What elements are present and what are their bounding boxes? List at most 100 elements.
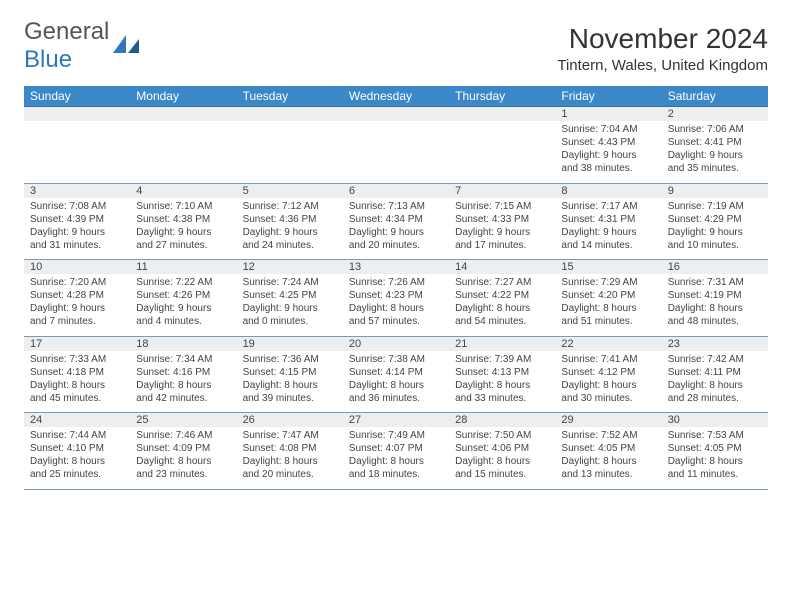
- day-number-cell: 14: [449, 260, 555, 275]
- logo-sail-icon: [113, 33, 139, 53]
- day-number-cell: 27: [343, 413, 449, 428]
- day-detail-cell: Sunrise: 7:53 AMSunset: 4:05 PMDaylight:…: [662, 427, 768, 489]
- month-title: November 2024: [557, 23, 768, 55]
- day-number-cell: 1: [555, 107, 661, 122]
- day-number-cell: 22: [555, 336, 661, 351]
- day-detail-cell: Sunrise: 7:13 AMSunset: 4:34 PMDaylight:…: [343, 198, 449, 260]
- detail-row: Sunrise: 7:04 AMSunset: 4:43 PMDaylight:…: [24, 121, 768, 183]
- day-detail-cell: [449, 121, 555, 183]
- day-detail-cell: Sunrise: 7:19 AMSunset: 4:29 PMDaylight:…: [662, 198, 768, 260]
- day-number-cell: 21: [449, 336, 555, 351]
- day-number-cell: 17: [24, 336, 130, 351]
- day-number-cell: 10: [24, 260, 130, 275]
- day-number-cell: 13: [343, 260, 449, 275]
- day-number-cell: 26: [237, 413, 343, 428]
- day-number-cell: 20: [343, 336, 449, 351]
- day-detail-cell: Sunrise: 7:24 AMSunset: 4:25 PMDaylight:…: [237, 274, 343, 336]
- day-detail-cell: Sunrise: 7:15 AMSunset: 4:33 PMDaylight:…: [449, 198, 555, 260]
- day-number-cell: 28: [449, 413, 555, 428]
- day-number-cell: 11: [130, 260, 236, 275]
- detail-row: Sunrise: 7:20 AMSunset: 4:28 PMDaylight:…: [24, 274, 768, 336]
- day-detail-cell: Sunrise: 7:39 AMSunset: 4:13 PMDaylight:…: [449, 351, 555, 413]
- day-detail-cell: Sunrise: 7:36 AMSunset: 4:15 PMDaylight:…: [237, 351, 343, 413]
- day-number-cell: 25: [130, 413, 236, 428]
- day-detail-cell: Sunrise: 7:49 AMSunset: 4:07 PMDaylight:…: [343, 427, 449, 489]
- day-detail-cell: Sunrise: 7:17 AMSunset: 4:31 PMDaylight:…: [555, 198, 661, 260]
- title-block: November 2024 Tintern, Wales, United Kin…: [557, 23, 768, 74]
- logo-text-1: General: [24, 18, 109, 45]
- detail-row: Sunrise: 7:33 AMSunset: 4:18 PMDaylight:…: [24, 351, 768, 413]
- day-header-wednesday: Wednesday: [343, 86, 449, 107]
- day-header-thursday: Thursday: [449, 86, 555, 107]
- day-number-cell: 15: [555, 260, 661, 275]
- header: General Blue November 2024 Tintern, Wale…: [24, 18, 768, 74]
- detail-row: Sunrise: 7:08 AMSunset: 4:39 PMDaylight:…: [24, 198, 768, 260]
- day-number-cell: 30: [662, 413, 768, 428]
- daynum-row: 3456789: [24, 183, 768, 198]
- day-number-cell: 7: [449, 183, 555, 198]
- day-detail-cell: Sunrise: 7:34 AMSunset: 4:16 PMDaylight:…: [130, 351, 236, 413]
- day-number-cell: 23: [662, 336, 768, 351]
- day-detail-cell: Sunrise: 7:26 AMSunset: 4:23 PMDaylight:…: [343, 274, 449, 336]
- day-detail-cell: Sunrise: 7:20 AMSunset: 4:28 PMDaylight:…: [24, 274, 130, 336]
- day-detail-cell: Sunrise: 7:08 AMSunset: 4:39 PMDaylight:…: [24, 198, 130, 260]
- calendar-table: SundayMondayTuesdayWednesdayThursdayFrid…: [24, 86, 768, 490]
- day-detail-cell: [343, 121, 449, 183]
- day-detail-cell: Sunrise: 7:04 AMSunset: 4:43 PMDaylight:…: [555, 121, 661, 183]
- day-detail-cell: [237, 121, 343, 183]
- day-header-tuesday: Tuesday: [237, 86, 343, 107]
- day-detail-cell: Sunrise: 7:47 AMSunset: 4:08 PMDaylight:…: [237, 427, 343, 489]
- day-number-cell: 9: [662, 183, 768, 198]
- day-detail-cell: Sunrise: 7:12 AMSunset: 4:36 PMDaylight:…: [237, 198, 343, 260]
- calendar-body: 12Sunrise: 7:04 AMSunset: 4:43 PMDayligh…: [24, 107, 768, 490]
- logo-text: General Blue: [24, 18, 109, 74]
- day-detail-cell: Sunrise: 7:38 AMSunset: 4:14 PMDaylight:…: [343, 351, 449, 413]
- day-detail-cell: Sunrise: 7:27 AMSunset: 4:22 PMDaylight:…: [449, 274, 555, 336]
- logo-text-2: Blue: [24, 46, 72, 73]
- day-detail-cell: Sunrise: 7:46 AMSunset: 4:09 PMDaylight:…: [130, 427, 236, 489]
- day-detail-cell: Sunrise: 7:29 AMSunset: 4:20 PMDaylight:…: [555, 274, 661, 336]
- day-number-cell: 12: [237, 260, 343, 275]
- day-number-cell: 2: [662, 107, 768, 122]
- day-number-cell: [130, 107, 236, 122]
- day-detail-cell: [24, 121, 130, 183]
- day-number-cell: 18: [130, 336, 236, 351]
- daynum-row: 17181920212223: [24, 336, 768, 351]
- logo: General Blue: [24, 18, 139, 74]
- day-detail-cell: Sunrise: 7:10 AMSunset: 4:38 PMDaylight:…: [130, 198, 236, 260]
- day-header-sunday: Sunday: [24, 86, 130, 107]
- location: Tintern, Wales, United Kingdom: [557, 57, 768, 74]
- daynum-row: 12: [24, 107, 768, 122]
- day-detail-cell: Sunrise: 7:52 AMSunset: 4:05 PMDaylight:…: [555, 427, 661, 489]
- day-number-cell: 5: [237, 183, 343, 198]
- day-number-cell: 6: [343, 183, 449, 198]
- day-detail-cell: Sunrise: 7:50 AMSunset: 4:06 PMDaylight:…: [449, 427, 555, 489]
- day-detail-cell: Sunrise: 7:06 AMSunset: 4:41 PMDaylight:…: [662, 121, 768, 183]
- detail-row: Sunrise: 7:44 AMSunset: 4:10 PMDaylight:…: [24, 427, 768, 489]
- day-number-cell: 29: [555, 413, 661, 428]
- day-header-monday: Monday: [130, 86, 236, 107]
- day-header-row: SundayMondayTuesdayWednesdayThursdayFrid…: [24, 86, 768, 107]
- day-header-saturday: Saturday: [662, 86, 768, 107]
- daynum-row: 24252627282930: [24, 413, 768, 428]
- day-detail-cell: Sunrise: 7:42 AMSunset: 4:11 PMDaylight:…: [662, 351, 768, 413]
- day-header-friday: Friday: [555, 86, 661, 107]
- calendar-page: General Blue November 2024 Tintern, Wale…: [0, 0, 792, 508]
- day-number-cell: [343, 107, 449, 122]
- day-number-cell: [24, 107, 130, 122]
- daynum-row: 10111213141516: [24, 260, 768, 275]
- day-detail-cell: Sunrise: 7:22 AMSunset: 4:26 PMDaylight:…: [130, 274, 236, 336]
- day-detail-cell: Sunrise: 7:33 AMSunset: 4:18 PMDaylight:…: [24, 351, 130, 413]
- day-number-cell: 4: [130, 183, 236, 198]
- day-number-cell: [449, 107, 555, 122]
- day-detail-cell: Sunrise: 7:41 AMSunset: 4:12 PMDaylight:…: [555, 351, 661, 413]
- day-number-cell: 19: [237, 336, 343, 351]
- day-number-cell: 24: [24, 413, 130, 428]
- day-detail-cell: Sunrise: 7:31 AMSunset: 4:19 PMDaylight:…: [662, 274, 768, 336]
- day-detail-cell: [130, 121, 236, 183]
- day-detail-cell: Sunrise: 7:44 AMSunset: 4:10 PMDaylight:…: [24, 427, 130, 489]
- day-number-cell: 8: [555, 183, 661, 198]
- day-number-cell: [237, 107, 343, 122]
- day-number-cell: 16: [662, 260, 768, 275]
- day-number-cell: 3: [24, 183, 130, 198]
